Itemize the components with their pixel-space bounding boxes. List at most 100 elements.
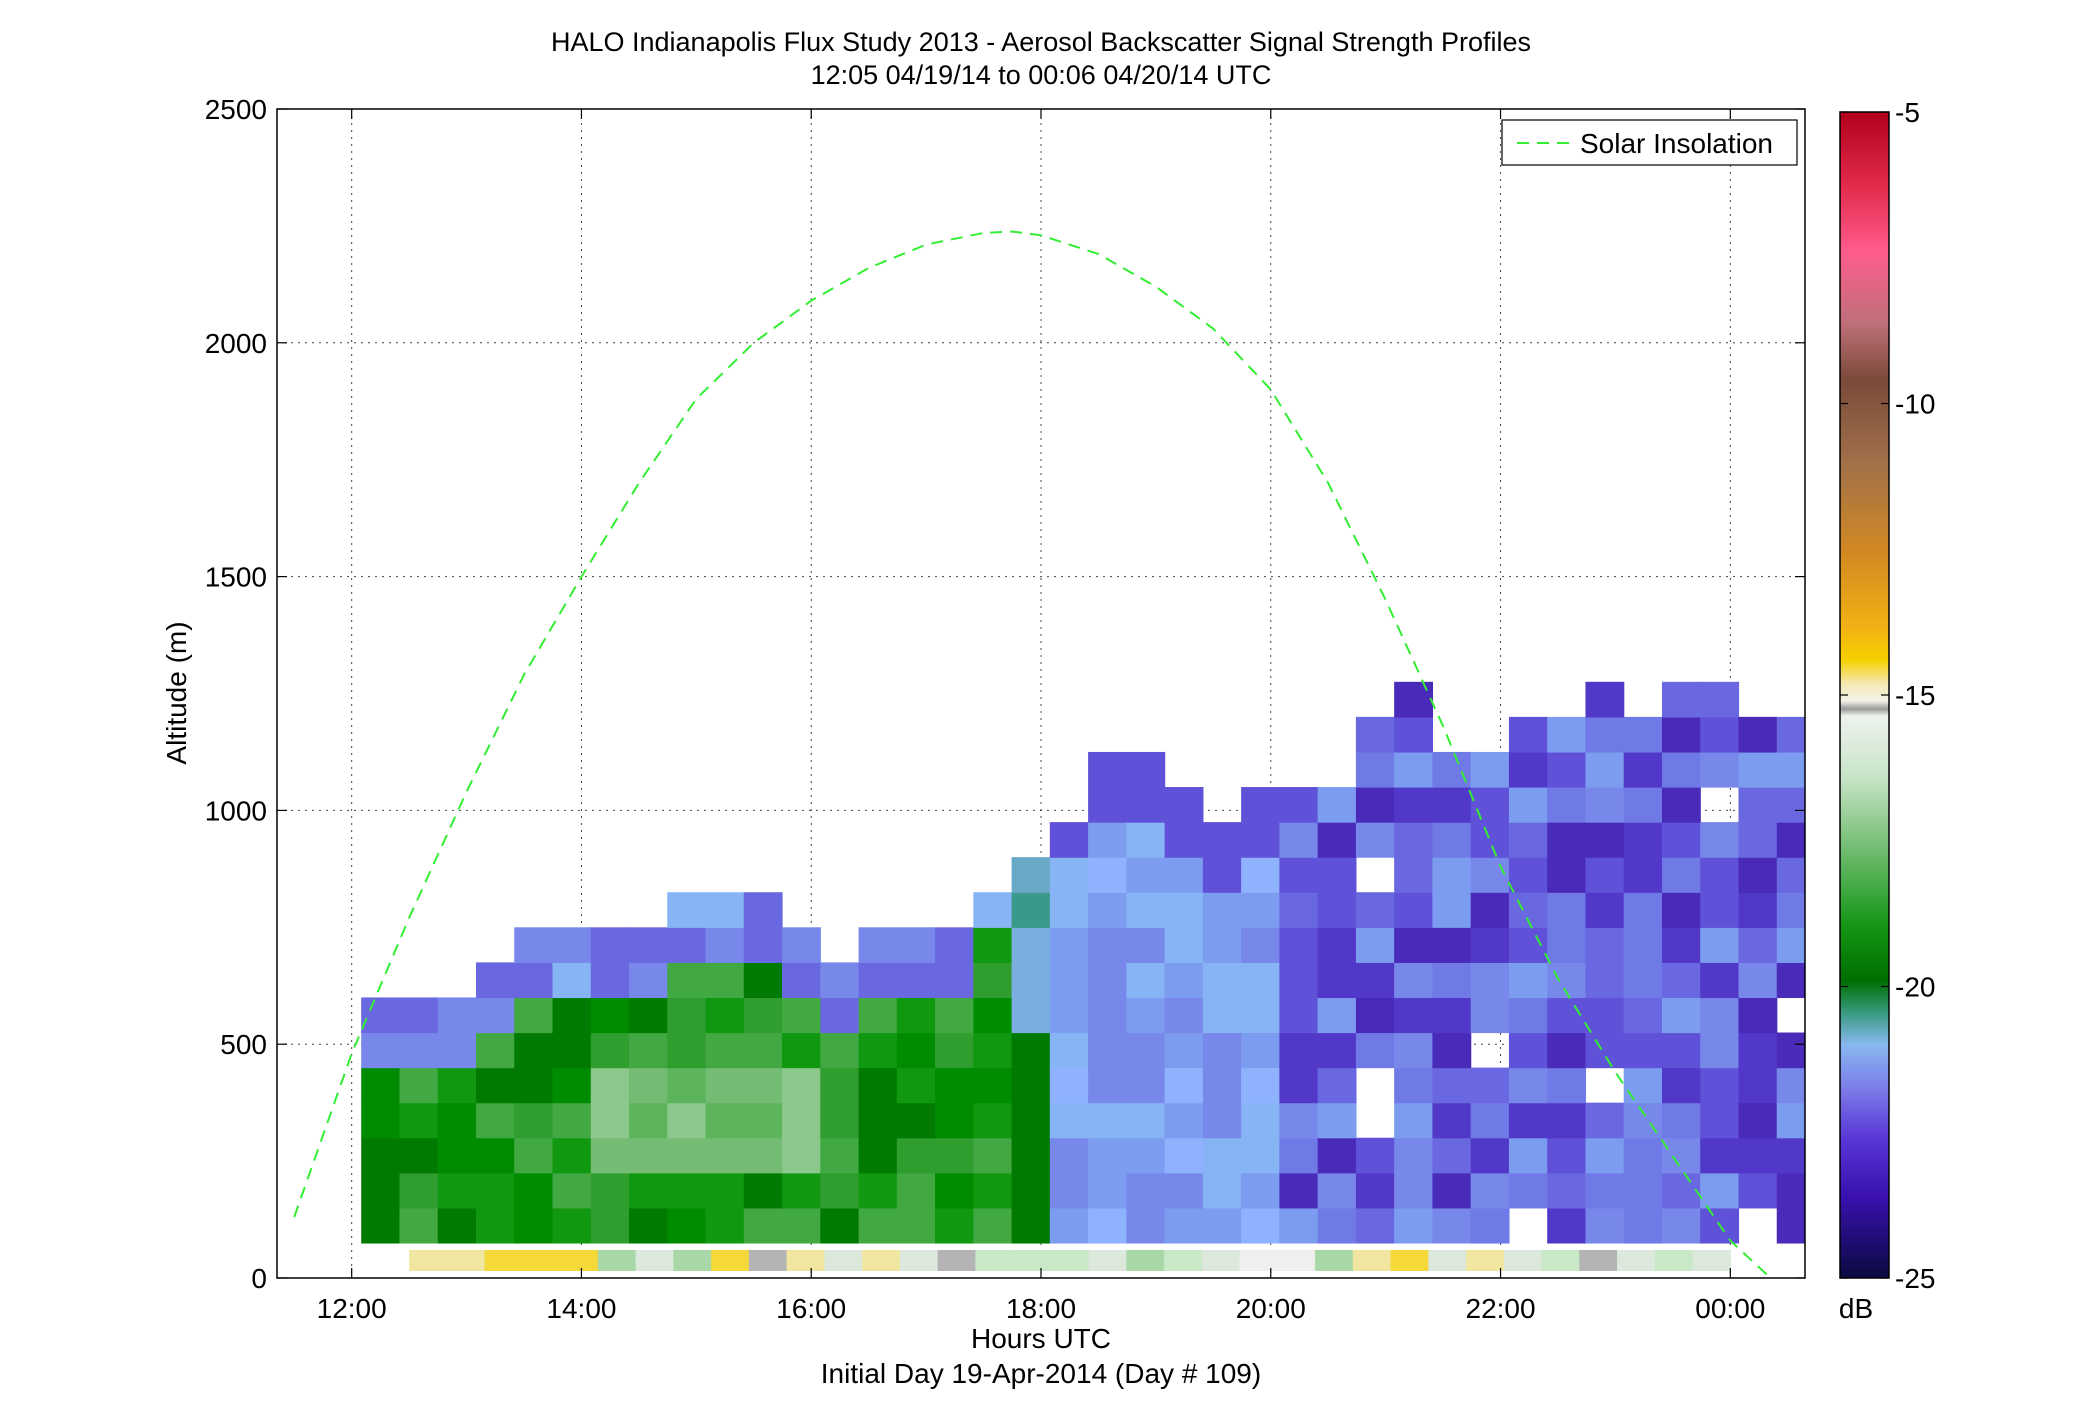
heatmap-cell bbox=[437, 1137, 477, 1174]
heatmap-cell bbox=[1317, 822, 1357, 858]
heatmap-cell bbox=[1394, 1172, 1434, 1209]
heatmap-cell bbox=[1164, 822, 1204, 858]
heatmap-cell bbox=[361, 1207, 401, 1244]
heatmap-cell bbox=[1700, 962, 1740, 999]
heatmap-cell bbox=[1776, 1032, 1805, 1069]
heatmap-cell bbox=[1661, 1137, 1701, 1174]
surface-strip-cell bbox=[1201, 1249, 1241, 1271]
heatmap-cell bbox=[1930, 962, 1969, 998]
heatmap-cell bbox=[1930, 787, 1969, 823]
heatmap-cell bbox=[2045, 892, 2084, 928]
heatmap-cell bbox=[1892, 1103, 1931, 1139]
heatmap-cell bbox=[1394, 927, 1434, 963]
heatmap-cell bbox=[782, 1207, 821, 1244]
heatmap-cell bbox=[1738, 962, 1778, 999]
heatmap-cell bbox=[1585, 1102, 1625, 1139]
heatmap-cell bbox=[1930, 1033, 1969, 1069]
heatmap-cell bbox=[1126, 927, 1166, 963]
x-tick-label: 18:00 bbox=[1006, 1293, 1076, 1324]
heatmap-cell bbox=[1508, 997, 1548, 1034]
heatmap-cell bbox=[858, 997, 898, 1034]
heatmap-cell bbox=[1049, 892, 1089, 928]
heatmap-cell bbox=[1547, 751, 1587, 788]
heatmap-cell bbox=[667, 962, 707, 999]
heatmap-cell bbox=[1394, 716, 1434, 753]
heatmap-cell bbox=[437, 1172, 477, 1209]
heatmap-cell bbox=[1279, 1137, 1319, 1174]
heatmap-cell bbox=[782, 1137, 821, 1174]
heatmap-cell bbox=[1968, 1173, 2007, 1209]
heatmap-cell bbox=[629, 1137, 668, 1174]
heatmap-cell bbox=[935, 1207, 974, 1244]
heatmap-cell bbox=[1126, 962, 1166, 999]
heatmap-cell bbox=[1930, 752, 1969, 788]
heatmap-cell bbox=[1279, 1032, 1319, 1069]
heatmap-cell bbox=[1661, 857, 1701, 893]
surface-strip-cell bbox=[673, 1249, 712, 1271]
heatmap-cell bbox=[1776, 857, 1805, 893]
surface-strip-cell bbox=[1692, 1249, 1731, 1271]
surface-strip-cell bbox=[597, 1249, 637, 1271]
heatmap-cell bbox=[1623, 857, 1663, 893]
y-axis-label: Altitude (m) bbox=[161, 621, 192, 764]
heatmap-cell bbox=[1661, 1032, 1701, 1069]
heatmap-cell bbox=[475, 997, 515, 1034]
heatmap-cell bbox=[1241, 1032, 1280, 1069]
heatmap-cell bbox=[705, 997, 745, 1034]
heatmap-cell bbox=[1317, 857, 1357, 893]
heatmap-cell bbox=[896, 962, 936, 999]
heatmap-cell bbox=[1661, 787, 1701, 823]
heatmap-cell bbox=[1317, 927, 1357, 963]
heatmap-cell bbox=[2006, 962, 2045, 998]
y-tick-label: 2500 bbox=[205, 94, 267, 125]
heatmap-cell bbox=[1049, 1172, 1089, 1209]
heatmap-cell bbox=[1164, 1102, 1204, 1139]
heatmap-cell bbox=[1738, 1137, 1778, 1174]
heatmap-cell bbox=[1088, 787, 1127, 823]
heatmap-cell bbox=[743, 962, 783, 999]
heatmap-cell bbox=[1317, 1172, 1357, 1209]
heatmap-cell bbox=[2045, 822, 2084, 858]
heatmap-cell bbox=[896, 1102, 936, 1139]
heatmap-cell bbox=[1623, 1067, 1663, 1104]
heatmap-cell bbox=[973, 1207, 1013, 1244]
heatmap-cell bbox=[1776, 892, 1805, 928]
heatmap-cell bbox=[1432, 997, 1472, 1034]
heatmap-cell bbox=[896, 997, 936, 1034]
heatmap-cell bbox=[1738, 1102, 1778, 1139]
heatmap-cell bbox=[1930, 822, 1969, 858]
heatmap-cell bbox=[1126, 1032, 1166, 1069]
heatmap-cell bbox=[590, 997, 630, 1034]
heatmap-cell bbox=[1317, 892, 1357, 928]
surface-strip-cell bbox=[711, 1249, 750, 1271]
heatmap-cell bbox=[1011, 1172, 1051, 1209]
heatmap-cell bbox=[858, 1032, 898, 1069]
heatmap-cell bbox=[1508, 1172, 1548, 1209]
heatmap-cell bbox=[1432, 1172, 1472, 1209]
heatmap-cell bbox=[1508, 822, 1548, 858]
heatmap-cell bbox=[1776, 1102, 1805, 1139]
heatmap-cell bbox=[1202, 962, 1242, 999]
heatmap-cell bbox=[1661, 962, 1701, 999]
surface-strip-cell bbox=[1352, 1249, 1392, 1271]
heatmap-cell bbox=[1547, 927, 1587, 963]
heatmap-cell bbox=[1241, 927, 1280, 963]
heatmap-cell bbox=[1164, 997, 1204, 1034]
surface-strip-cell bbox=[1390, 1249, 1429, 1271]
heatmap-cell bbox=[2045, 927, 2084, 963]
heatmap-cell bbox=[1049, 1207, 1089, 1244]
colorbar-unit: dB bbox=[1839, 1293, 1873, 1324]
heatmap-cell bbox=[1623, 1032, 1663, 1069]
heatmap-cell bbox=[1164, 927, 1204, 963]
heatmap-cell bbox=[1126, 822, 1166, 858]
heatmap-cell bbox=[1968, 787, 2007, 823]
colorbar: -5 -10 -15 -20 -25 dB bbox=[1839, 97, 1936, 1324]
heatmap-cell bbox=[1355, 1207, 1395, 1244]
heatmap-cell bbox=[1776, 1137, 1805, 1174]
heatmap-cell bbox=[1355, 1172, 1395, 1209]
heatmap-cell bbox=[1088, 1207, 1127, 1244]
heatmap-cell bbox=[514, 1067, 554, 1104]
heatmap-cell bbox=[667, 997, 707, 1034]
heatmap-cell bbox=[1088, 1102, 1127, 1139]
heatmap-cell bbox=[1011, 1032, 1051, 1069]
